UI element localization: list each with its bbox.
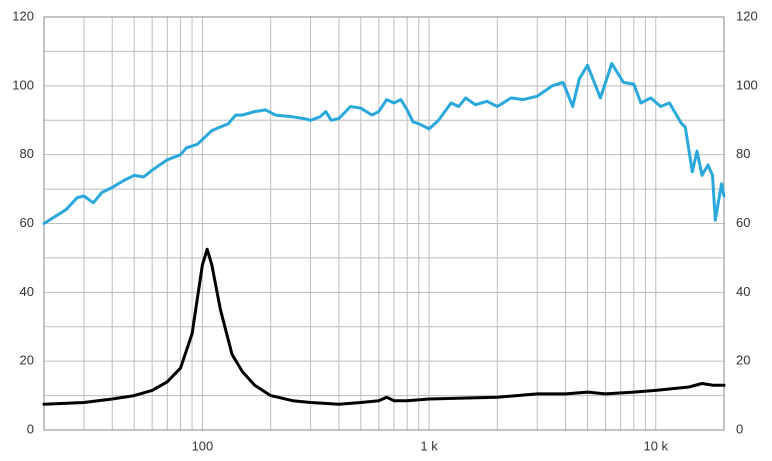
series-line	[42, 247, 726, 406]
y2-tick-label: 60	[736, 215, 750, 230]
y-tick-label: 40	[20, 284, 34, 299]
y2-tick-label: 80	[736, 146, 750, 161]
x-tick-label: 100	[192, 438, 214, 453]
y2-tick-label: 100	[736, 77, 758, 92]
x-tick-label: 1 k	[420, 438, 438, 453]
series-line	[42, 62, 726, 225]
y-tick-label: 120	[12, 8, 34, 23]
y2-tick-label: 120	[736, 8, 758, 23]
x-tick-label: 10 k	[643, 438, 668, 453]
y-tick-label: 20	[20, 353, 34, 368]
y2-tick-label: 20	[736, 353, 750, 368]
y-tick-label: 0	[27, 421, 34, 436]
y-tick-label: 80	[20, 146, 34, 161]
y2-tick-label: 40	[736, 284, 750, 299]
y-tick-label: 100	[12, 77, 34, 92]
y2-tick-label: 0	[736, 421, 743, 436]
y-tick-label: 60	[20, 215, 34, 230]
